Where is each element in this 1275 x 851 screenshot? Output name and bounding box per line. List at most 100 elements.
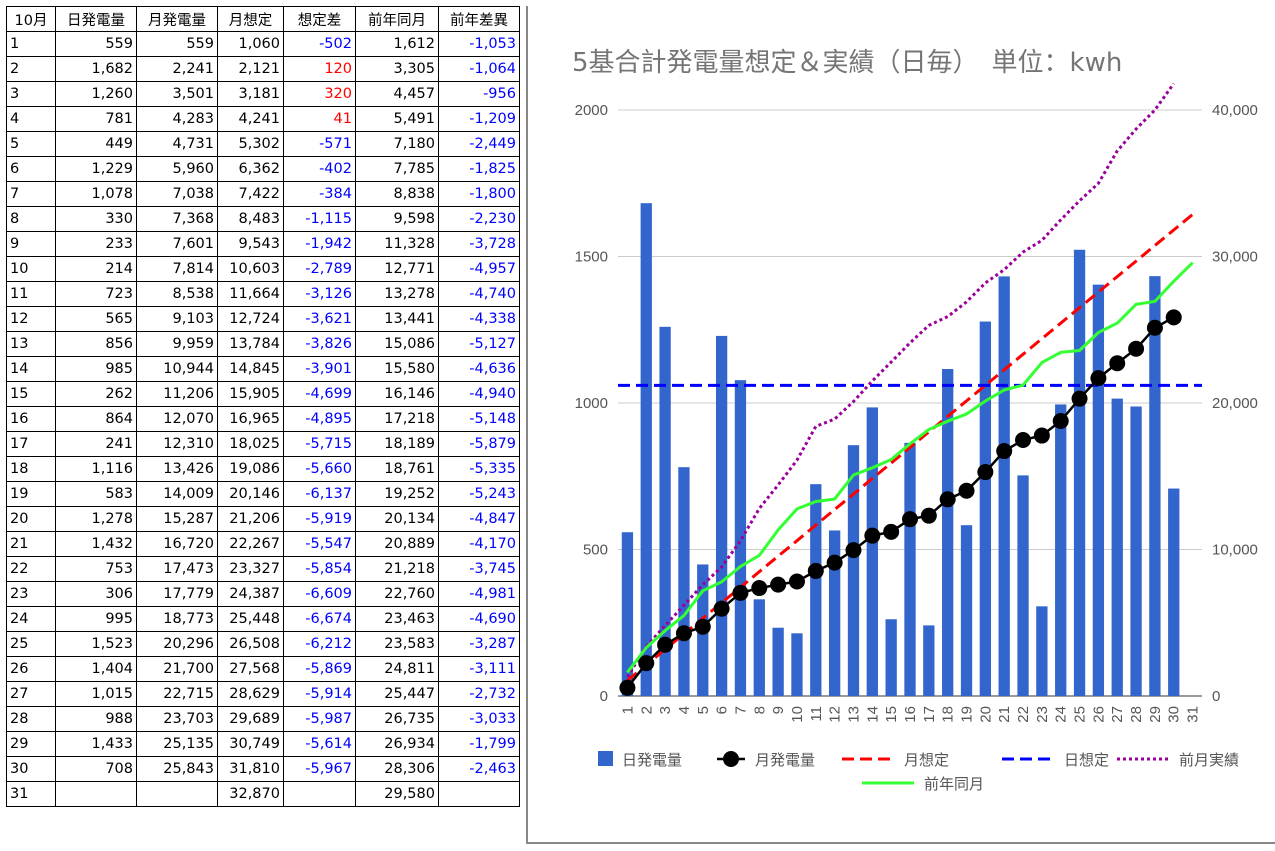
table-cell: -3,126 [283,281,356,307]
line-marker-point [958,482,975,499]
table-cell: 1,260 [55,81,137,107]
bar [1149,276,1161,696]
x-axis-tick-label: 2 [638,706,655,714]
series-line [626,213,1194,682]
table-cell: 4,457 [355,81,439,107]
table-cell: 19 [6,481,56,507]
table-cell: 1,116 [55,456,137,482]
table-cell: 988 [55,706,137,732]
line-marker-point [920,507,937,524]
table-cell: 3,181 [217,81,284,107]
table-cell: -4,957 [438,256,520,282]
table-cell: 1,682 [55,56,137,82]
table-cell: -1,942 [283,231,356,257]
x-axis-tick-label: 7 [732,706,749,714]
bar [942,369,954,696]
table-row: 11 723 8,538 11,664 -3,126 13,278 -4,740 [6,281,520,307]
table-cell: -1,115 [283,206,356,232]
line-marker-point [977,464,994,481]
line-marker-point [751,580,768,597]
bar [979,321,992,696]
bar [1055,404,1067,696]
x-axis-tick-label: 1 [619,706,636,714]
table-cell: -4,895 [283,406,356,432]
line-marker-point [864,527,881,544]
table-cell: 1 [6,31,56,57]
table-cell: 18,189 [355,431,439,457]
table-cell: -5,987 [283,706,356,732]
x-axis-tick-label: 23 [1034,706,1051,723]
column-header: 前年同月 [355,6,439,32]
table-row: 8 330 7,368 8,483 -1,115 9,598 -2,230 [6,206,520,232]
right-axis-tick-label: 0 [1212,688,1220,705]
table-cell: 995 [55,606,137,632]
table-cell: 21,218 [355,556,439,582]
table-cell: -4,690 [438,606,520,632]
bar [1111,398,1123,696]
table-row: 16 864 12,070 16,965 -4,895 17,218 -5,148 [6,406,520,432]
table-cell: 1,278 [55,506,137,532]
table-cell: -384 [283,181,356,207]
table-cell: -4,940 [438,381,520,407]
table-cell: -4,636 [438,356,520,382]
table-cell: 22,760 [355,581,439,607]
table-cell: 28,629 [217,681,284,707]
table-cell: -1,053 [438,31,520,57]
table-cell: -4,740 [438,281,520,307]
legend-label: 日想定 [1064,751,1109,769]
line-marker-point [883,523,900,540]
table-cell: 13,784 [217,331,284,357]
table-cell: 8 [6,206,56,232]
table-cell: -3,621 [283,306,356,332]
table-cell: 16 [6,406,56,432]
bar [866,407,878,696]
bar [772,627,784,696]
x-axis-tick-label: 5 [695,706,712,714]
x-axis-tick-label: 17 [921,706,938,723]
table-cell: 19,252 [355,481,439,507]
table-cell: 1,404 [55,656,137,682]
table-cell: 12,724 [217,306,284,332]
table-cell: 306 [55,581,137,607]
table-cell: 11,206 [136,381,218,407]
table-cell: 1,229 [55,156,137,182]
bar [621,532,634,696]
column-header: 前年差異 [438,6,520,32]
table-cell: 23 [6,581,56,607]
table-cell: 13 [6,331,56,357]
table-row: 25 1,523 20,296 26,508 -6,212 23,583 -3,287 [6,631,520,657]
table-cell: 565 [55,306,137,332]
line-marker-point [1165,309,1182,326]
bar [960,525,973,696]
line-marker-point [638,655,655,672]
table-cell: -1,800 [438,181,520,207]
legend-swatch [598,751,613,766]
data-table-wrapper: 10月 日発電量 月発電量 月想定 想定差 前年同月 前年差異 1 559 559 1,060 -5… [6,6,520,807]
x-axis-tick-label: 8 [751,706,768,714]
table-cell: -5,919 [283,506,356,532]
table-cell: 18,773 [136,606,218,632]
table-body: 1 559 559 1,060 -502 1,612 -1,053 2 1,682 2,241 2,… [6,31,520,807]
bar [640,203,652,696]
right-axis-tick-label: 10,000 [1212,542,1258,559]
table-row: 18 1,116 13,426 19,086 -5,660 18,761 -5,335 [6,456,520,482]
table-cell: 559 [136,31,218,57]
table-cell: 1,060 [217,31,284,57]
table-cell: 13,426 [136,456,218,482]
table-cell: 1,433 [55,731,137,757]
table-cell: 723 [55,281,137,307]
table-cell: 262 [55,381,137,407]
table-cell: 21,700 [136,656,218,682]
x-axis-tick-label: 26 [1090,706,1107,723]
table-row: 22 753 17,473 23,327 -5,854 21,218 -3,745 [6,556,520,582]
table-cell: 330 [55,206,137,232]
table-cell: -6,609 [283,581,356,607]
line-marker-point [713,600,730,617]
table-row: 29 1,433 25,135 30,749 -5,614 26,934 -1,799 [6,731,520,757]
legend-label: 日発電量 [622,751,682,769]
legend-swatch [723,751,739,767]
table-cell: 2 [6,56,56,82]
x-axis-tick-label: 20 [977,706,994,723]
table-cell: -2,463 [438,756,520,782]
table-cell: 21,206 [217,506,284,532]
